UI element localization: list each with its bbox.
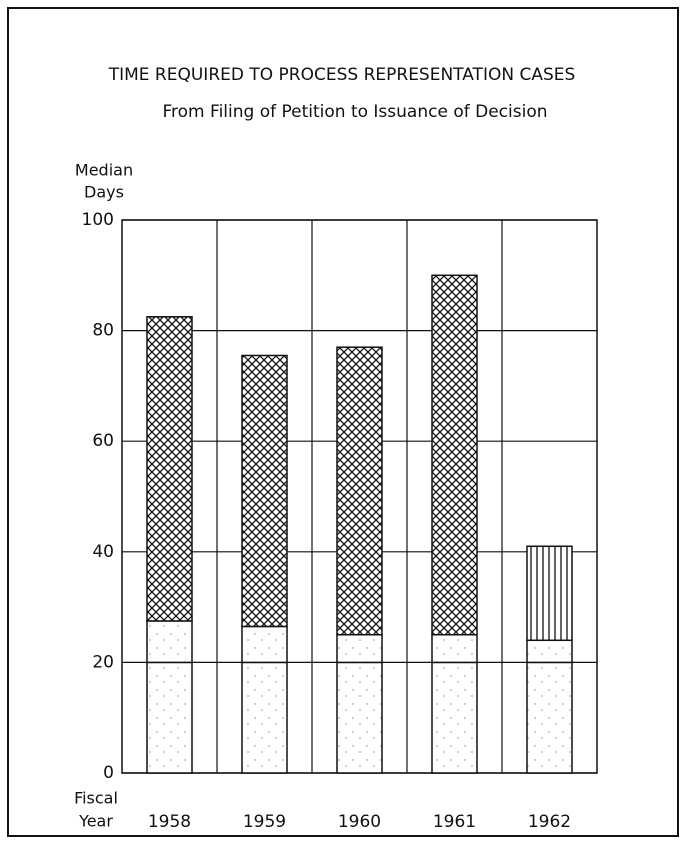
frame <box>7 7 679 837</box>
bar-segment <box>241 354 288 628</box>
bar-segment <box>336 661 383 774</box>
x-tick-label: 1960 <box>338 812 381 832</box>
bar-segment <box>526 661 573 774</box>
bar-segment <box>431 634 478 664</box>
y-axis-label: Days <box>84 183 124 202</box>
x-axis-label: Fiscal <box>74 789 118 808</box>
y-tick-label: 80 <box>92 321 114 341</box>
y-tick-label: 100 <box>82 210 114 230</box>
x-tick-label: 1961 <box>433 812 476 832</box>
y-tick-label: 60 <box>92 431 114 451</box>
bar-segment <box>241 625 288 664</box>
bar-segment <box>146 620 193 664</box>
x-tick-label: 1958 <box>148 812 191 832</box>
bar-segment <box>431 274 478 636</box>
chart-subtitle: From Filing of Petition to Issuance of D… <box>163 102 548 122</box>
bar-segment <box>526 639 573 664</box>
bar-segment <box>336 634 383 664</box>
bar-segment <box>146 661 193 774</box>
bar-segment <box>146 316 193 622</box>
bar-segment <box>336 346 383 636</box>
bar-segment <box>526 545 573 642</box>
x-tick-label: 1959 <box>243 812 286 832</box>
bar-segment <box>431 661 478 774</box>
y-axis-label: Median <box>75 161 133 180</box>
y-tick-label: 40 <box>92 542 114 562</box>
y-tick-label: 20 <box>92 652 114 672</box>
bar-segment <box>241 661 288 774</box>
x-tick-label: 1962 <box>528 812 571 832</box>
chart-title: TIME REQUIRED TO PROCESS REPRESENTATION … <box>108 65 576 85</box>
x-axis-label: Year <box>78 812 113 831</box>
y-tick-label: 0 <box>103 763 114 783</box>
